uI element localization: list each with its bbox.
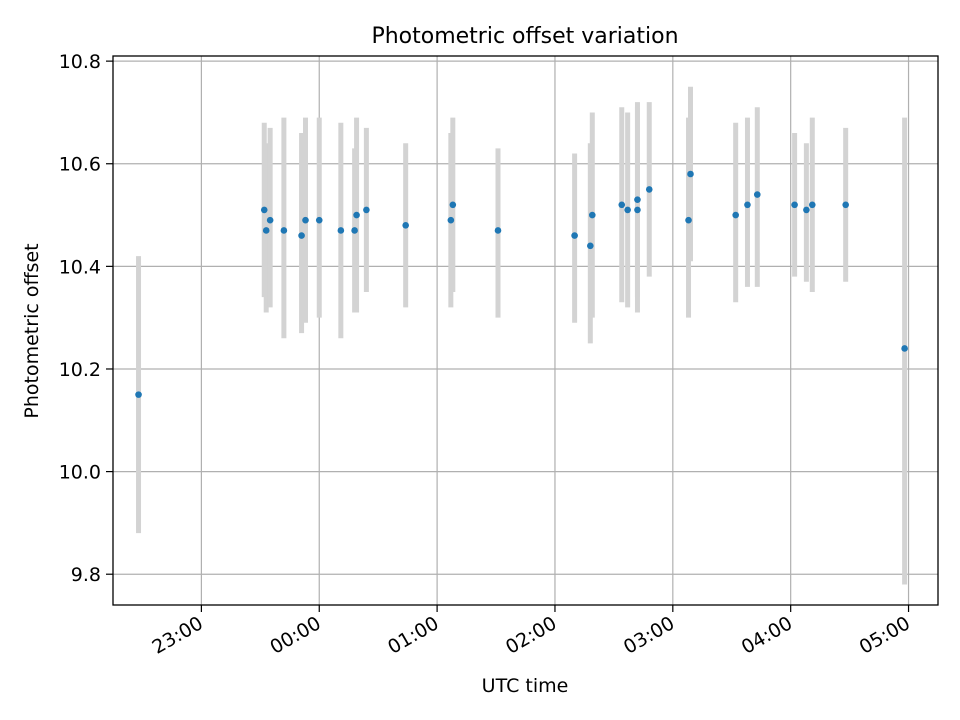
data-point: [266, 216, 274, 224]
chart-title: Photometric offset variation: [371, 24, 678, 49]
x-axis-ticks: 23:00 00:00 01:00 02:00 03:00 04:00 05:00: [148, 605, 914, 659]
y-tick-label: 10.0: [59, 462, 101, 484]
data-point: [302, 216, 309, 224]
data-point: [744, 201, 751, 209]
data-point: [571, 232, 578, 239]
y-axis-label: Photometric offset: [21, 243, 43, 418]
x-tick-label: 02:00: [502, 612, 560, 658]
error-bars: [136, 86, 908, 585]
x-tick-label: 23:00: [148, 612, 206, 658]
y-tick-label: 10.2: [59, 359, 101, 381]
data-point: [298, 232, 305, 239]
data-point: [363, 206, 370, 214]
data-point: [447, 216, 455, 224]
data-point: [732, 211, 739, 219]
grid-lines: [113, 56, 938, 605]
data-point: [624, 206, 631, 214]
data-point: [901, 345, 908, 352]
data-point: [685, 216, 692, 224]
x-tick-label: 00:00: [266, 612, 324, 658]
y-tick-label: 9.8: [71, 564, 101, 586]
data-point: [687, 170, 694, 178]
x-tick-label: 05:00: [856, 612, 914, 658]
data-point: [280, 227, 288, 234]
data-point: [634, 196, 641, 203]
x-tick-label: 03:00: [620, 612, 678, 658]
x-tick-label: 04:00: [738, 612, 796, 658]
data-point: [449, 201, 457, 209]
data-point: [337, 227, 345, 234]
data-point: [315, 216, 323, 224]
data-point: [803, 206, 810, 214]
y-tick-label: 10.6: [59, 154, 101, 176]
y-tick-label: 10.8: [59, 51, 101, 73]
y-axis-ticks: 9.8 10.0 10.2 10.4 10.6 10.8: [59, 51, 113, 586]
data-point: [791, 201, 798, 209]
data-point: [260, 206, 268, 214]
x-tick-label: 01:00: [384, 612, 442, 658]
data-point: [135, 391, 142, 398]
data-point: [588, 211, 596, 219]
data-point: [842, 201, 849, 209]
data-point: [351, 227, 358, 234]
data-point: [353, 211, 360, 219]
data-point: [587, 242, 594, 250]
data-point: [634, 206, 641, 214]
data-point: [618, 201, 626, 209]
data-point: [262, 227, 270, 234]
plot-frame: [112, 55, 939, 606]
data-point: [494, 227, 502, 234]
data-point: [645, 186, 653, 193]
data-points: [135, 170, 908, 398]
y-tick-label: 10.4: [59, 256, 101, 278]
data-point: [808, 201, 816, 209]
data-point: [402, 222, 409, 229]
data-point: [753, 191, 761, 198]
x-axis-label: UTC time: [482, 675, 569, 697]
